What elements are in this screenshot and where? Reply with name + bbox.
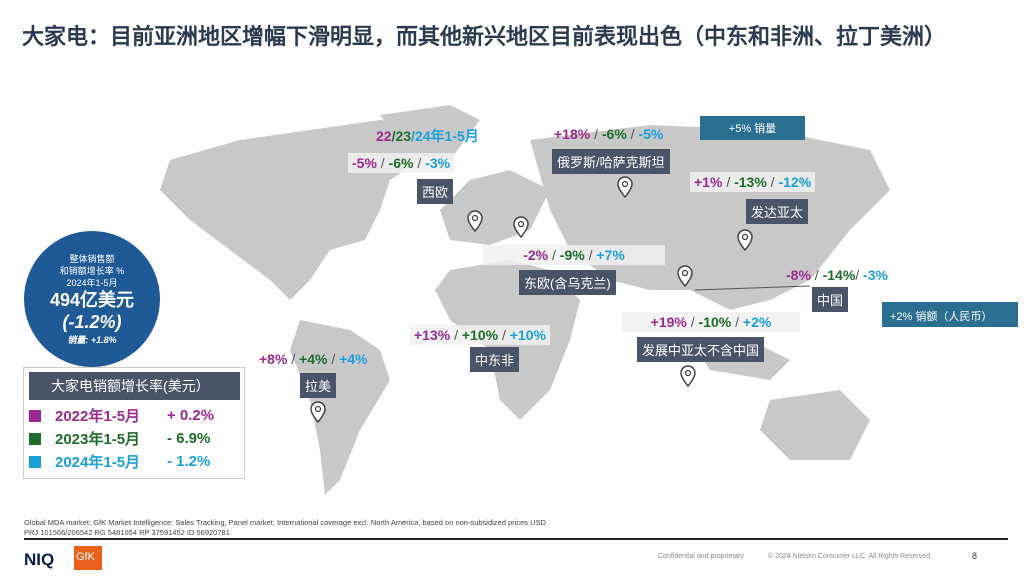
label-emerging-apac: 发展中亚太不含中国 — [637, 337, 765, 362]
legend-title: 大家电销额增长率(美元） — [29, 372, 240, 400]
v2023: -10% — [698, 314, 732, 330]
page-number: 8 — [972, 551, 978, 561]
greenland — [380, 105, 480, 160]
south-america — [290, 320, 390, 495]
map-pin-icon — [513, 216, 529, 238]
australia — [760, 390, 870, 460]
v2023: -9% — [559, 247, 585, 263]
label-developed-apac: 发达亚太 — [746, 199, 809, 224]
map-pin-icon — [310, 401, 326, 423]
year-2024-label: 24年1-5月 — [414, 128, 479, 144]
map-pin-icon — [677, 265, 693, 287]
v2022: +18% — [554, 126, 591, 142]
values-russia: +18% / -6% / -5% — [554, 126, 664, 142]
v2024: +10% — [509, 327, 546, 343]
values-china: -8% / -14%/ -3% — [786, 267, 888, 283]
values-developed-apac: +1% / -13% / -12% — [690, 172, 816, 192]
v2023: -14% — [822, 267, 856, 283]
europe — [440, 170, 550, 245]
v2024: +4% — [339, 351, 368, 367]
legend-row-2023: 2023年1-5月 - 6.9% — [24, 427, 244, 450]
label-eastern-europe: 东欧(含乌克兰) — [519, 270, 616, 295]
v2023: -6% — [388, 155, 414, 171]
legend-value: - 1.2% — [167, 453, 211, 470]
legend-value: - 6.9% — [167, 430, 211, 447]
bubble-line2: 和销额增长率 % — [59, 266, 125, 276]
legend-value: + 0.2% — [167, 407, 215, 424]
bubble-period: 2024年1-5月 — [66, 278, 118, 288]
label-mea: 中东非 — [470, 347, 520, 372]
v2022: +8% — [259, 351, 288, 367]
bubble-line1: 整体销售额 — [69, 254, 115, 264]
v2022: +13% — [414, 327, 451, 343]
map-pin-icon — [680, 365, 696, 387]
v2022: +19% — [650, 314, 687, 330]
values-mea: +13% / +10% / +10% — [410, 325, 550, 345]
v2023: +10% — [461, 327, 499, 343]
v2024: -3% — [863, 267, 888, 283]
v2022: -5% — [352, 155, 377, 171]
gfk-logo: GfK — [74, 546, 102, 570]
v2023: -6% — [601, 126, 627, 142]
footer-divider — [24, 538, 1008, 540]
legend-row-2024: 2024年1-5月 - 1.2% — [24, 450, 244, 473]
bubble-volume: 销量: +1.8% — [67, 335, 117, 345]
values-western-europe: -5% / -6% / -3% — [348, 153, 455, 173]
v2023: -13% — [734, 174, 767, 190]
v2022: +1% — [694, 174, 723, 190]
map-pin-icon — [617, 176, 633, 198]
label-latam: 拉美 — [300, 373, 337, 398]
page-title: 大家电：目前亚洲地区增幅下滑明显，而其他新兴地区目前表现出色（中东和非洲、拉丁美… — [22, 24, 947, 49]
confidential-note: Confidential and proprietary — [658, 553, 744, 560]
v2024: -12% — [778, 174, 812, 190]
map-pin-icon — [467, 210, 483, 232]
year-2023-label: 23 — [395, 128, 412, 144]
map-pin-icon — [737, 229, 753, 251]
niq-logo: NIQ — [24, 550, 55, 569]
callout-russia-volume: +5% 销量 — [700, 116, 805, 140]
footnote: Global MDA market; GfK Market Intelligen… — [24, 518, 546, 538]
bubble-pct: (-1.2%) — [62, 312, 122, 332]
v2023: +4% — [299, 351, 328, 367]
callout-china-rmb: +2% 销额（人民币） — [882, 302, 1018, 327]
id-note: PRJ 101566/206542 RG 5481054 RP 37591452… — [24, 528, 230, 537]
copyright: © 2024 Nielsen Consumer LLC. All Rights … — [768, 553, 932, 560]
legend-box: 大家电销额增长率(美元） 2022年1-5月 + 0.2% 2023年1-5月 - … — [23, 367, 245, 479]
values-eastern-europe: -2% / -9% / +7% — [483, 245, 665, 265]
v2024: +2% — [742, 314, 772, 330]
china-leader-line — [694, 285, 811, 291]
legend-year: 2024年1-5月 — [55, 454, 141, 471]
legend-year: 2023年1-5月 — [55, 431, 141, 448]
label-western-europe: 西欧 — [417, 179, 454, 204]
v2024: -3% — [425, 155, 451, 171]
values-latam: +8% / +4% / +4% — [259, 351, 368, 367]
label-china: 中国 — [812, 287, 849, 312]
values-emerging-apac: +19% / -10% / +2% — [622, 312, 800, 332]
sep: / — [411, 128, 415, 144]
sep: / — [391, 128, 396, 144]
v2024: -5% — [638, 126, 664, 142]
label-russia: 俄罗斯/哈萨克斯坦 — [552, 149, 670, 174]
source-note: Global MDA market; GfK Market Intelligen… — [24, 518, 546, 527]
v2022: -8% — [786, 267, 811, 283]
v2022: -2% — [523, 247, 549, 263]
year-legend-header: 22/23/24年1-5月 — [372, 124, 483, 148]
legend-year: 2022年1-5月 — [55, 408, 141, 425]
v2024: +7% — [596, 247, 625, 263]
year-2022-label: 22 — [376, 128, 392, 144]
legend-row-2022: 2022年1-5月 + 0.2% — [24, 404, 244, 427]
bubble-value: 494亿美元 — [49, 290, 135, 310]
total-sales-bubble: 整体销售额 和销额增长率 % 2024年1-5月 494亿美元 (-1.2%) … — [24, 231, 160, 367]
